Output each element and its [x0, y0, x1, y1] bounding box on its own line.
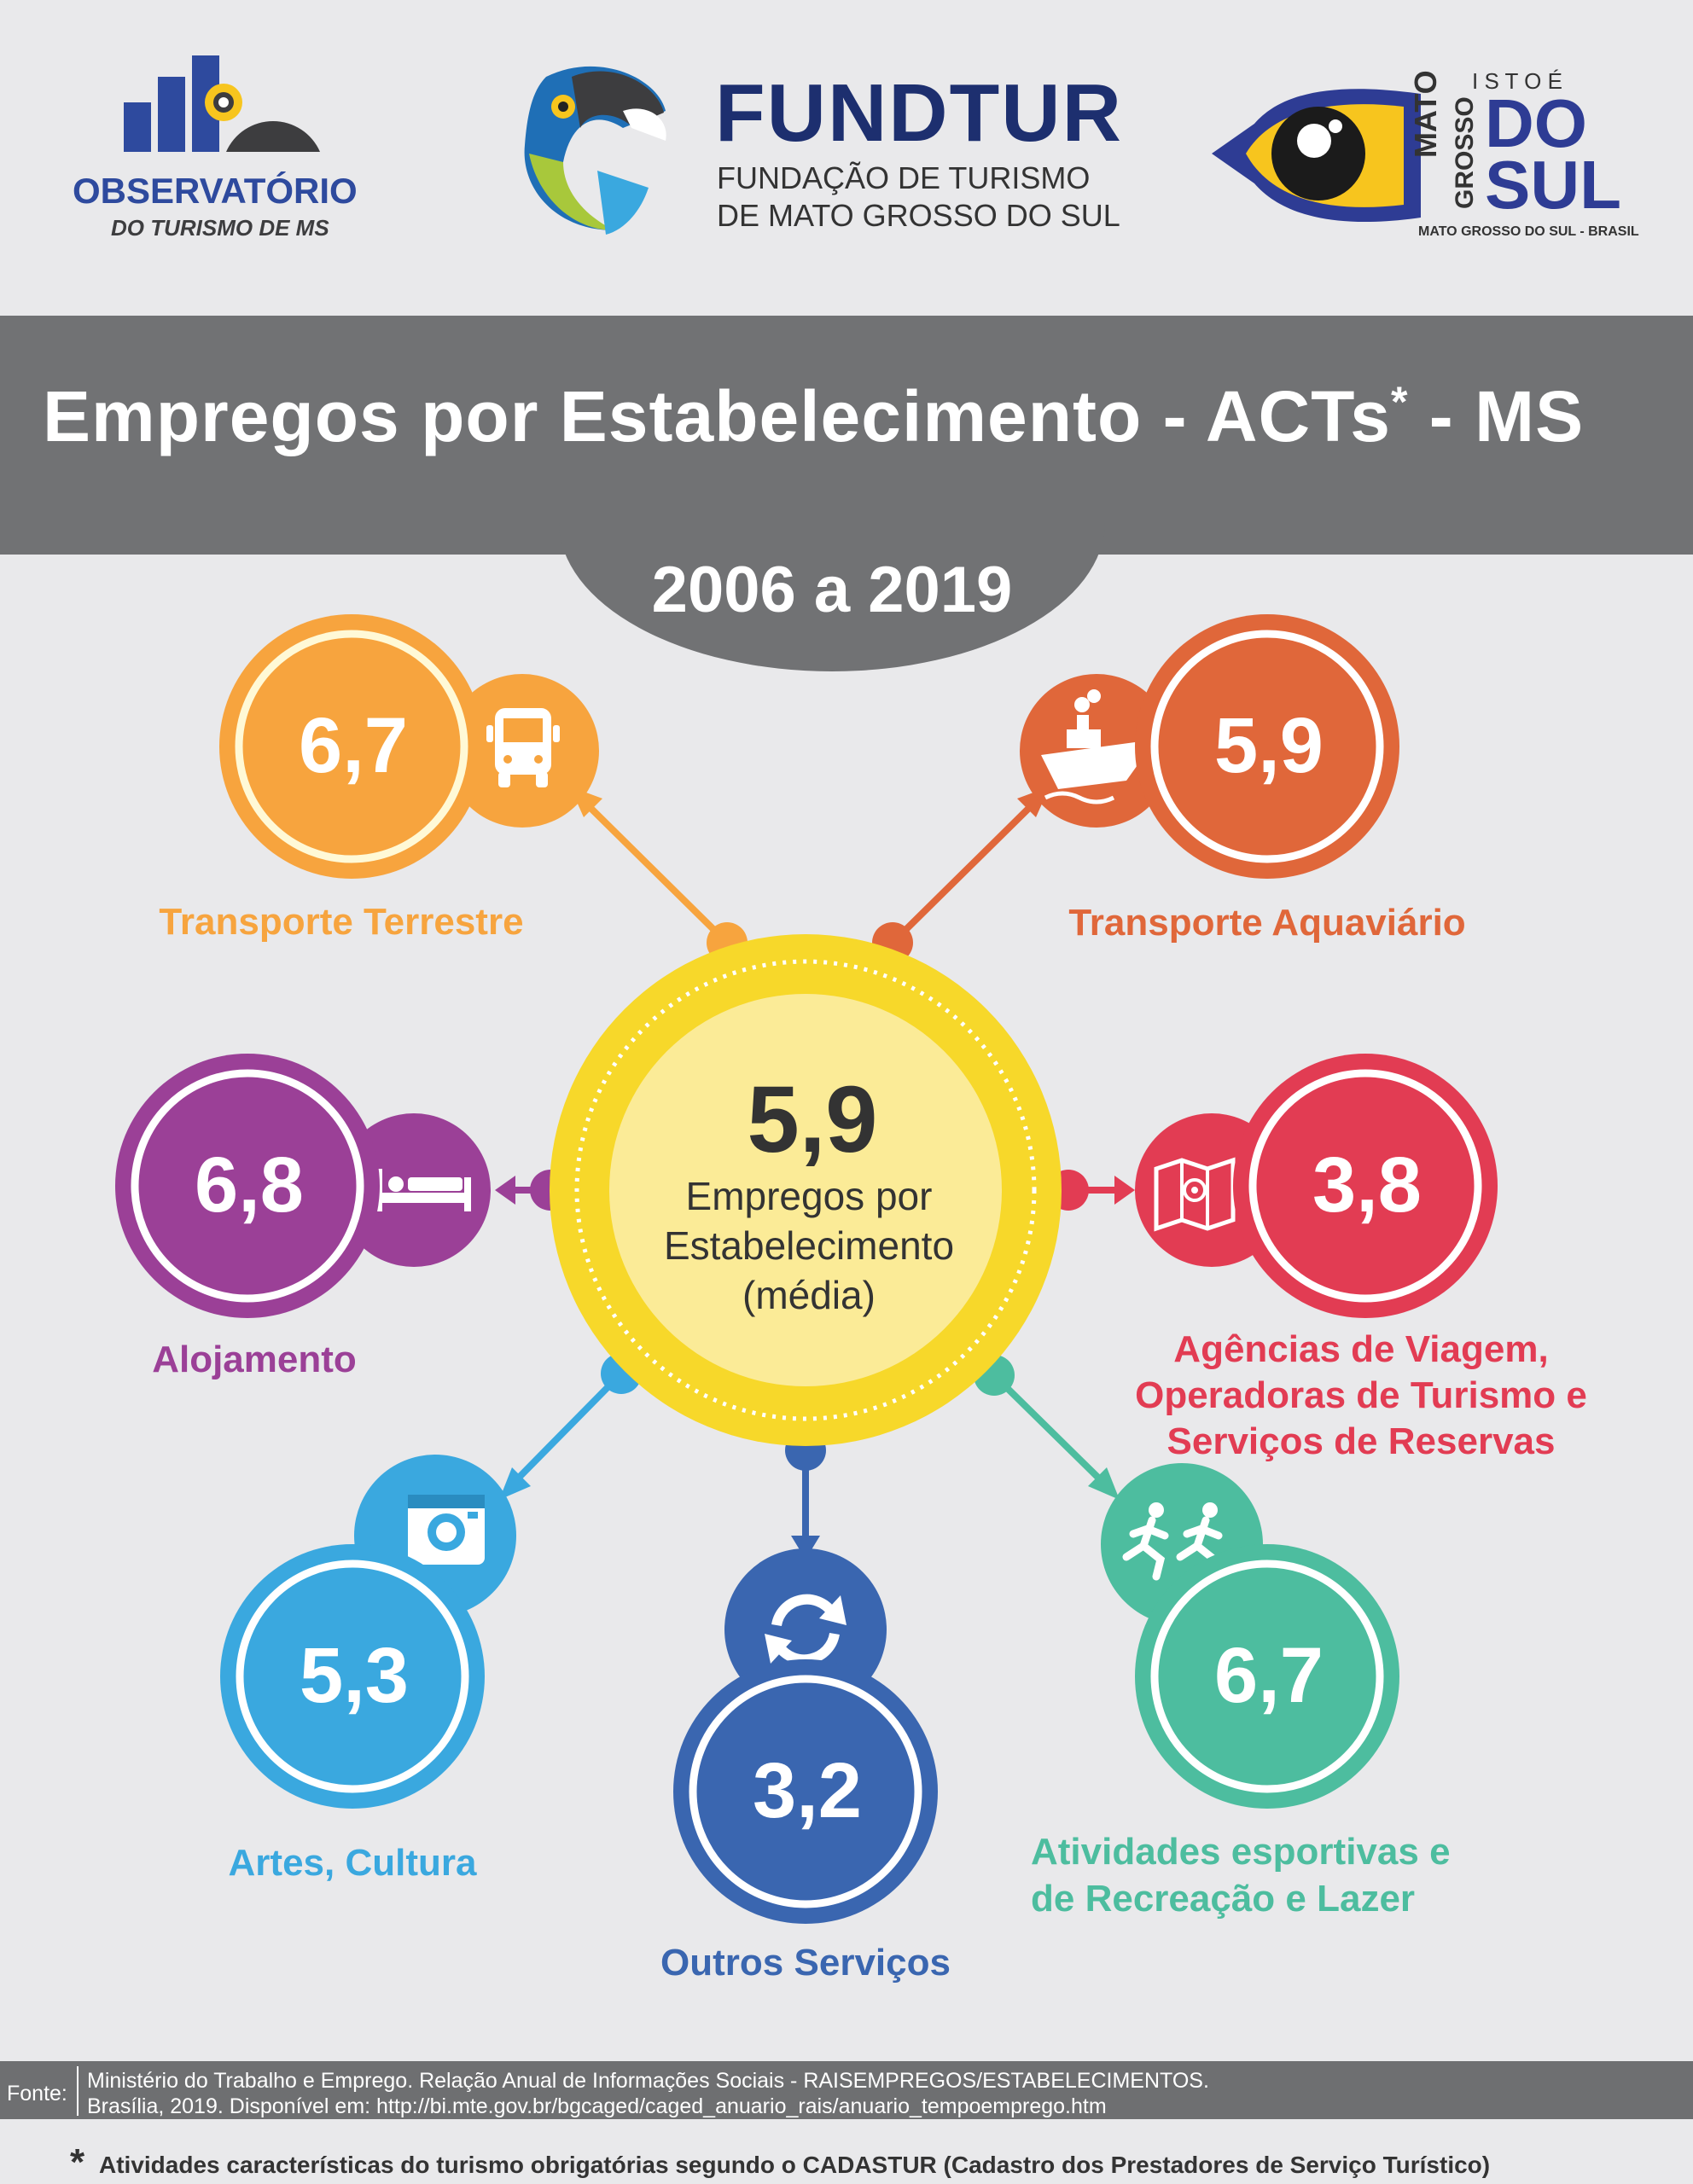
value-transporte-aquaviario: 5,9 [1214, 702, 1324, 789]
label-agencias-3: Serviços de Reservas [1167, 1420, 1556, 1462]
center-circle: 5,9 Empregos por Estabelecimento (média) [550, 934, 1062, 1446]
source-line-2: Brasília, 2019. Disponível em: http://bi… [87, 2094, 1107, 2118]
center-line1: Empregos por [686, 1174, 933, 1218]
fundtur-subtitle-2: DE MATO GROSSO DO SUL [717, 198, 1120, 233]
label-agencias-1: Agências de Viagem, [1173, 1328, 1548, 1370]
label-transporte-terrestre: Transporte Terrestre [159, 901, 523, 943]
category-transporte-terrestre: 6,7 Transporte Terrestre [159, 614, 599, 943]
label-alojamento: Alojamento [152, 1339, 357, 1380]
observatorio-title: OBSERVATÓRIO [73, 171, 358, 211]
observatorio-logo-graphic [124, 55, 320, 152]
label-agencias-2: Operadoras de Turismo e [1135, 1374, 1587, 1416]
source-bar [0, 2061, 1693, 2119]
value-agencias: 3,8 [1312, 1141, 1422, 1228]
bus-icon [486, 708, 560, 787]
ship-icon [1041, 689, 1148, 804]
connector-transporte-terrestre [570, 787, 748, 963]
source-divider [77, 2066, 79, 2116]
title-band [0, 316, 1693, 555]
center-line2: Estabelecimento [664, 1223, 954, 1268]
source-label: Fonte: [7, 2082, 67, 2106]
fundtur-subtitle-1: FUNDAÇÃO DE TURISMO [717, 160, 1091, 195]
category-alojamento: 6,8 Alojamento [115, 1054, 491, 1380]
value-transporte-terrestre: 6,7 [299, 702, 408, 789]
label-outros-servicos: Outros Serviços [660, 1942, 951, 1984]
connector-transporte-aquaviario [872, 787, 1050, 963]
observatorio-logo: OBSERVATÓRIO DO TURISMO DE MS [68, 51, 375, 256]
footnote: Atividades características do turismo ob… [99, 2152, 1491, 2178]
observatorio-subtitle: DO TURISMO DE MS [111, 215, 329, 241]
ms-eye-logo [1212, 60, 1425, 239]
ms-do: DO [1485, 85, 1587, 161]
category-agencias: 3,8 Agências de Viagem, Operadoras de Tu… [1135, 1054, 1587, 1462]
value-atividades-esportivas: 6,7 [1214, 1632, 1324, 1719]
ms-caption: MATO GROSSO DO SUL - BRASIL [1418, 224, 1639, 239]
connector-atividades-esportivas [974, 1355, 1120, 1500]
center-line3: (média) [742, 1273, 876, 1317]
fundtur-bird-logo [521, 60, 691, 239]
page-title: Empregos por Estabelecimento - ACTs* - M… [43, 376, 1585, 456]
period-label: 2006 a 2019 [651, 554, 1013, 626]
refresh-icon [771, 1594, 840, 1665]
label-artes-cultura: Artes, Cultura [229, 1842, 477, 1884]
ms-sul: SUL [1485, 147, 1621, 223]
footnote-asterisk: * [70, 2141, 85, 2183]
connector-outros-servicos [785, 1430, 826, 1560]
center-value: 5,9 [748, 1067, 878, 1172]
connector-artes-cultura [499, 1353, 642, 1500]
map-icon [1154, 1157, 1236, 1232]
value-outros-servicos: 3,2 [753, 1747, 862, 1834]
category-atividades-esportivas: 6,7 Atividades esportivas e de Recreação… [1031, 1463, 1451, 1920]
source-line-1: Ministério do Trabalho e Emprego. Relaçã… [87, 2069, 1209, 2093]
label-atividades-esportivas-2: de Recreação e Lazer [1031, 1878, 1415, 1920]
camera-icon [408, 1495, 485, 1565]
category-transporte-aquaviario: 5,9 Transporte Aquaviário [1020, 614, 1466, 944]
value-alojamento: 6,8 [195, 1141, 304, 1228]
category-outros-servicos: 3,2 Outros Serviços [660, 1548, 951, 1984]
label-atividades-esportivas-1: Atividades esportivas e [1031, 1831, 1451, 1873]
source-text: Ministério do Trabalho e Emprego. Relaçã… [87, 2068, 1209, 2119]
category-artes-cultura: 5,3 Artes, Cultura [220, 1455, 516, 1884]
ms-isto-e: I S T O É [1472, 68, 1562, 94]
label-transporte-aquaviario: Transporte Aquaviário [1068, 902, 1465, 944]
fundtur-name: FUNDTUR [715, 67, 1123, 159]
value-artes-cultura: 5,3 [300, 1632, 409, 1719]
